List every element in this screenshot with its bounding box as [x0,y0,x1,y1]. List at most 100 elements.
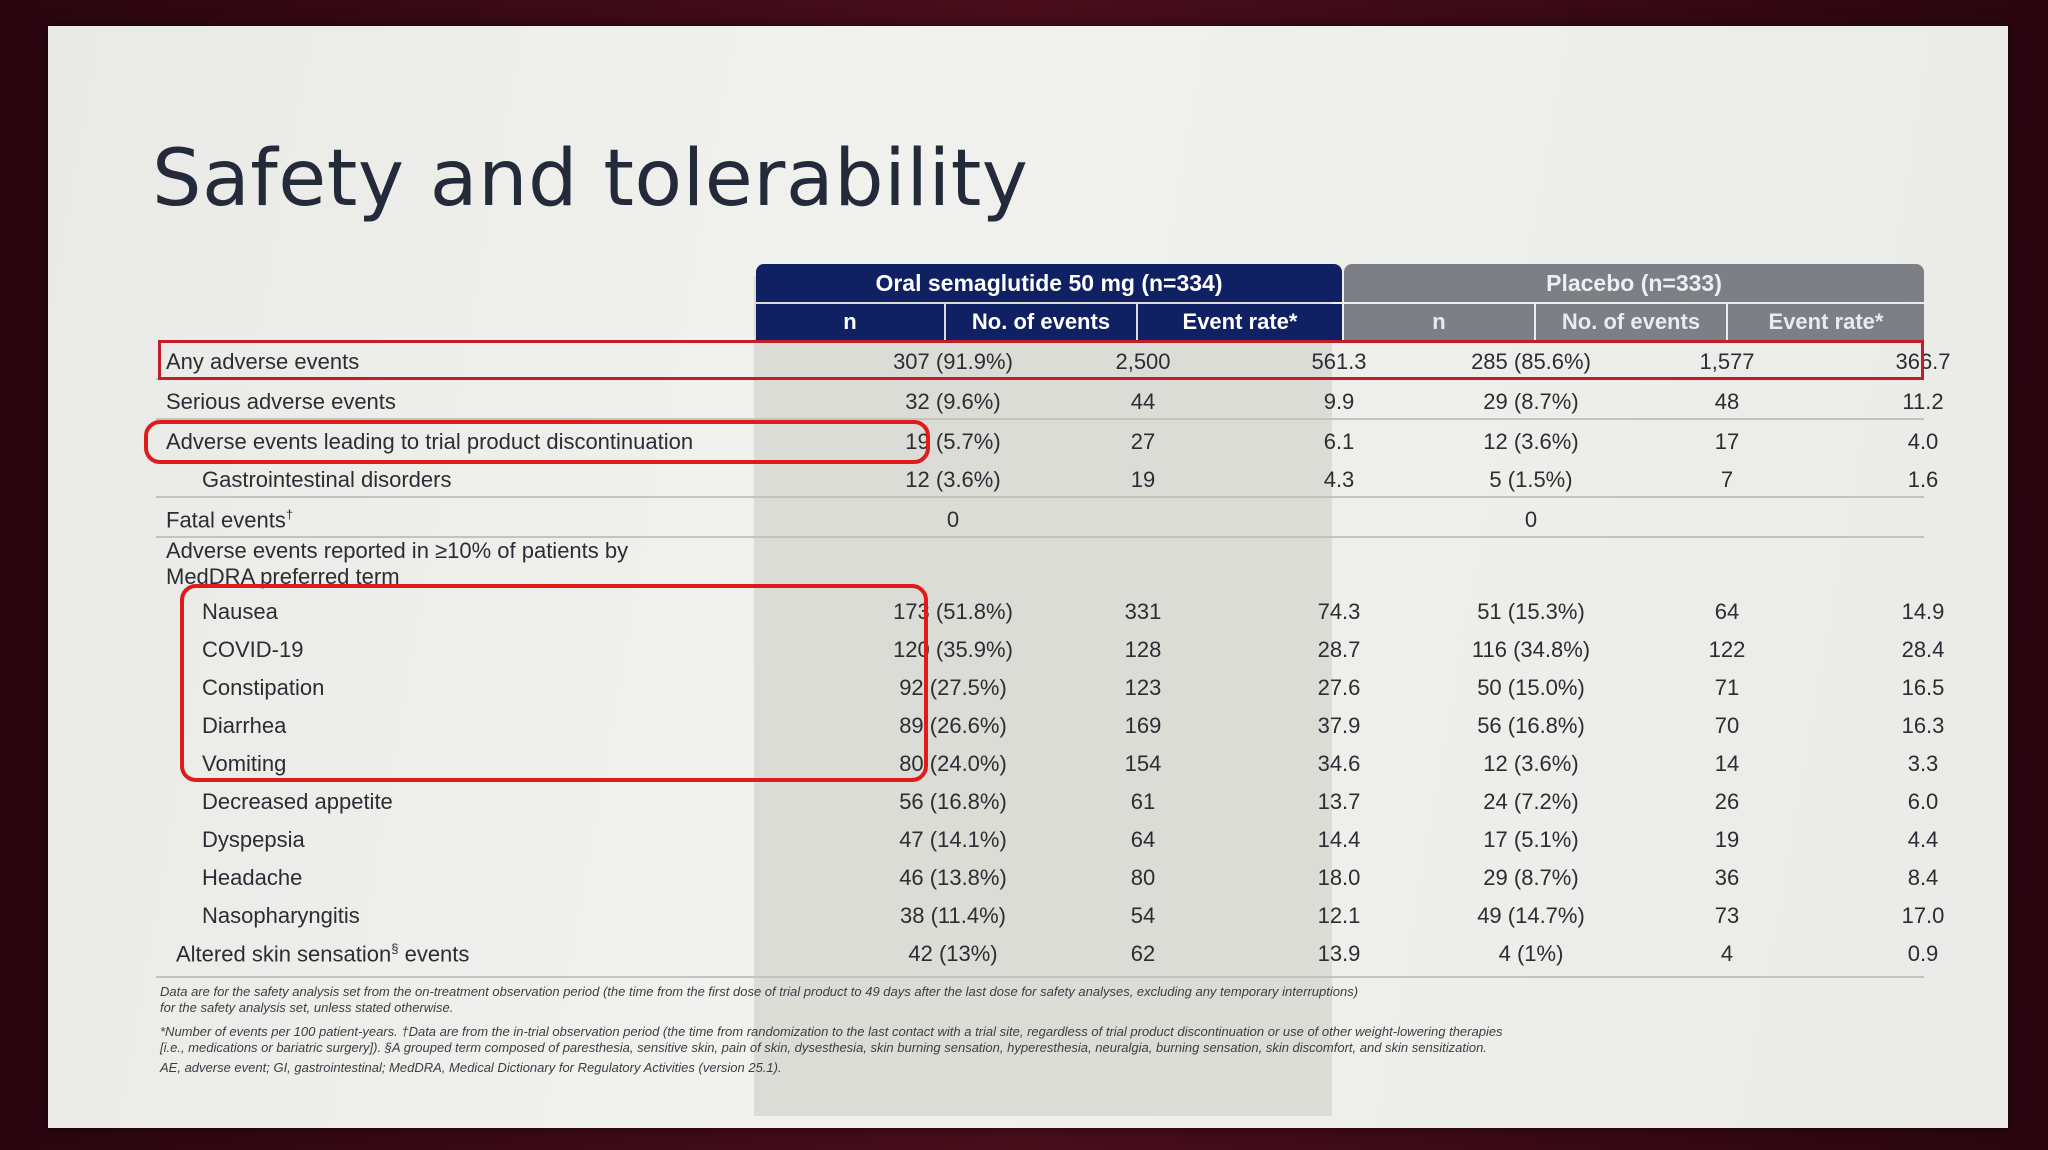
cell: 17 (5.1%) [1483,827,1579,852]
cell: 4.0 [1907,429,1939,454]
cell: 0 [946,507,960,532]
table-row: Gastrointestinal disorders 12 (3.6%) 19 … [158,460,1938,498]
table-row: Any adverse events 307 (91.9%) 2,500 561… [158,342,1951,380]
section-label: Adverse events reported in ≥10% of patie… [166,538,629,563]
cell: 12 (3.6%) [905,467,1001,492]
cell: 122 [1708,637,1746,662]
table-row: Nasopharyngitis 38 (11.4%) 54 12.1 49 (1… [158,896,1944,934]
cell: 34.6 [1317,751,1361,776]
row-label: Headache [202,865,303,890]
cell: 5 (1.5%) [1489,467,1573,492]
cell: 64 [1130,827,1156,852]
cell: 4.4 [1907,827,1939,852]
row-label: Gastrointestinal disorders [202,467,452,492]
cell: 13.7 [1317,789,1361,814]
cell: 14.4 [1317,827,1361,852]
cell: 331 [1124,599,1162,624]
placebo-group-header: Placebo (n=333) [1344,264,1924,302]
cell: 14 [1714,751,1740,776]
table-row: Nausea 173 (51.8%) 331 74.3 51 (15.3%) 6… [158,592,1944,630]
cell: 285 (85.6%) [1471,349,1591,374]
cell: 12 (3.6%) [1483,751,1579,776]
cell: 28.7 [1317,637,1361,662]
cell: 64 [1714,599,1740,624]
cell: 173 (51.8%) [893,599,1013,624]
row-divider [156,536,1924,538]
cell: 154 [1124,751,1162,776]
cell: 27.6 [1317,675,1361,700]
cell: 8.4 [1907,865,1939,890]
cell: 71 [1714,675,1740,700]
cell: 14.9 [1901,599,1945,624]
cell: 128 [1124,637,1162,662]
cell: 38 (11.4%) [900,903,1006,928]
cell: 123 [1124,675,1162,700]
cell: 13.9 [1317,941,1361,966]
table-row: Vomiting 80 (24.0%) 154 34.6 12 (3.6%) 1… [158,744,1938,782]
cell: 74.3 [1317,599,1361,624]
cell: 50 (15.0%) [1477,675,1585,700]
footnote: AE, adverse event; GI, gastrointestinal;… [160,1060,782,1075]
oral-rate-header: Event rate* [1138,304,1342,340]
row-label: Diarrhea [202,713,287,738]
oral-group-header: Oral semaglutide 50 mg (n=334) [756,264,1342,302]
cell: 0 [1524,507,1538,532]
cell: 27 [1130,429,1156,454]
cell: 0.9 [1907,941,1939,966]
cell: 47 (14.1%) [899,827,1007,852]
cell: 54 [1130,903,1156,928]
highlight-box-discontinuation [144,420,930,464]
cell: 120 (35.9%) [893,637,1013,662]
cell: 4 [1720,941,1734,966]
row-label: Decreased appetite [202,789,393,814]
cell: 19 [1714,827,1740,852]
cell: 24 (7.2%) [1483,789,1579,814]
cell: 19 [1130,467,1156,492]
table-row: Diarrhea 89 (26.6%) 169 37.9 56 (16.8%) … [158,706,1944,744]
cell: 49 (14.7%) [1477,903,1585,928]
row-label: Fatal events† [166,507,294,533]
cell: 6.1 [1323,429,1355,454]
slide: Safety and tolerability Oral semaglutide… [48,26,2008,1128]
table-row: Constipation 92 (27.5%) 123 27.6 50 (15.… [158,668,1944,706]
cell: 26 [1714,789,1740,814]
placebo-n-header: n [1344,304,1534,340]
cell: 1,577 [1699,349,1755,374]
row-label: Altered skin sensation§ events [176,941,470,967]
cell: 9.9 [1323,389,1355,414]
cell: 4 (1%) [1498,941,1564,966]
section-header: Adverse events reported in ≥10% of patie… [158,532,1924,592]
cell: 42 (13%) [908,941,998,966]
row-label: Nausea [202,599,278,624]
row-divider [156,418,1924,420]
table-row: Decreased appetite 56 (16.8%) 61 13.7 24… [158,782,1938,820]
oral-events-header: No. of events [946,304,1136,340]
cell: 18.0 [1317,865,1361,890]
cell: 37.9 [1317,713,1361,738]
cell: 4.3 [1323,467,1355,492]
footnote: for the safety analysis set, unless stat… [160,1000,454,1015]
footnote: [i.e., medications or bariatric surgery]… [160,1040,1487,1055]
cell: 307 (91.9%) [893,349,1013,374]
page-title: Safety and tolerability [152,134,1029,224]
cell: 56 (16.8%) [899,789,1007,814]
row-label: Dyspepsia [202,827,305,852]
cell: 29 (8.7%) [1483,865,1579,890]
table-row: Altered skin sensation§ events 42 (13%) … [158,934,1938,972]
cell: 89 (26.6%) [899,713,1007,738]
cell: 62 [1130,941,1156,966]
table-row: Fatal events† 0 0 [158,500,1924,538]
cell: 1.6 [1907,467,1939,492]
row-label: Nasopharyngitis [202,903,360,928]
table-row: Dyspepsia 47 (14.1%) 64 14.4 17 (5.1%) 1… [158,820,1938,858]
cell: 48 [1714,389,1740,414]
cell: 51 (15.3%) [1477,599,1585,624]
cell: 2,500 [1115,349,1171,374]
row-label: Vomiting [202,751,287,776]
row-label: Any adverse events [166,349,360,374]
table-bottom-rule [156,976,1924,978]
table-row: Serious adverse events 32 (9.6%) 44 9.9 … [158,382,1944,420]
cell: 61 [1130,789,1156,814]
cell: 16.5 [1901,675,1945,700]
cell: 29 (8.7%) [1483,389,1579,414]
